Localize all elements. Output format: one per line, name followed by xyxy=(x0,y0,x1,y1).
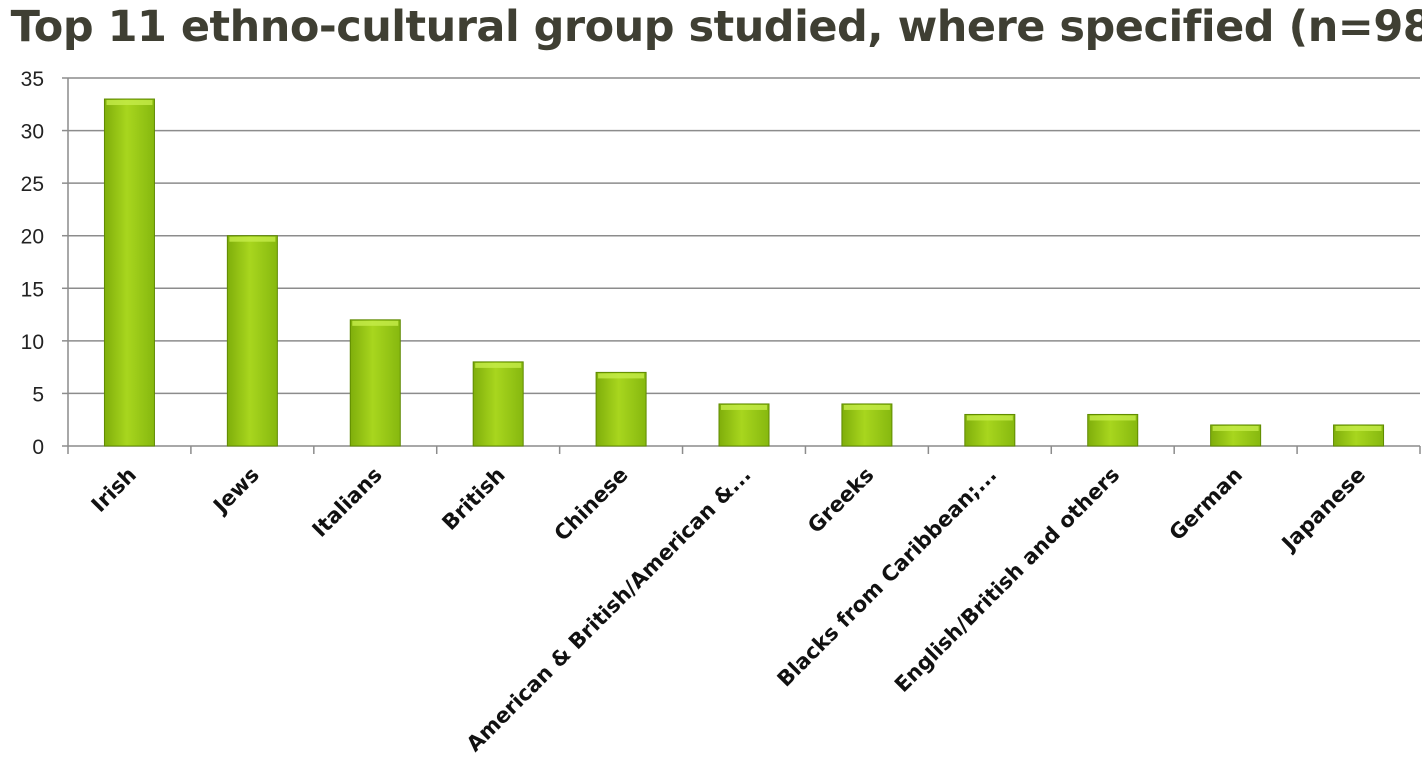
x-category-label: Italians xyxy=(308,463,387,542)
x-category-label: Greeks xyxy=(803,463,878,538)
bars xyxy=(103,98,1385,447)
bar xyxy=(841,403,893,447)
bar-highlight xyxy=(966,415,1013,421)
y-tick-label: 10 xyxy=(21,331,44,354)
x-category-label: German xyxy=(1165,463,1248,546)
bar-highlight xyxy=(106,100,153,106)
bar-body xyxy=(841,403,893,447)
bar xyxy=(718,403,770,447)
x-category-label: Jews xyxy=(207,463,264,520)
bar xyxy=(1210,424,1262,447)
y-tick-label: 20 xyxy=(21,226,44,249)
y-axis-tick-labels: 0 5 10 15 20 25 30 35 xyxy=(21,68,44,459)
y-tick-label: 5 xyxy=(32,383,44,406)
bar-body xyxy=(472,361,524,447)
bar-highlight xyxy=(1335,425,1382,431)
y-tick-label: 15 xyxy=(21,278,44,301)
x-category-label: Blacks from Caribbean;... xyxy=(773,463,1002,692)
y-tick-label: 0 xyxy=(32,436,44,459)
bar-body xyxy=(226,235,278,447)
bar-body xyxy=(595,371,647,447)
x-category-label: English/British and others xyxy=(890,463,1124,697)
bar xyxy=(964,413,1016,447)
bar xyxy=(1333,424,1385,447)
chart-title: Top 11 ethno-cultural group studied, whe… xyxy=(10,2,1422,52)
x-category-label: American & British/American &... xyxy=(462,463,756,757)
x-category-label: Chinese xyxy=(550,463,633,546)
bar-body xyxy=(349,319,401,447)
bar xyxy=(103,98,155,447)
bar xyxy=(349,319,401,447)
x-category-label: Japanese xyxy=(1276,463,1370,557)
bar-highlight xyxy=(598,373,645,379)
bar-highlight xyxy=(352,320,399,326)
bar-highlight xyxy=(475,362,522,368)
bar-highlight xyxy=(843,404,890,410)
x-axis-category-labels: Irish Jews Italians British ChineseAmerican … xyxy=(87,463,1370,757)
bar xyxy=(595,371,647,447)
bar xyxy=(472,361,524,447)
bar xyxy=(226,235,278,447)
bar-highlight xyxy=(721,404,767,410)
x-category-label: Irish xyxy=(87,463,141,517)
bar-body xyxy=(103,98,155,447)
y-tick-label: 30 xyxy=(21,121,44,144)
y-tick-label: 25 xyxy=(21,173,44,196)
bar-highlight xyxy=(1089,415,1136,421)
bar-body xyxy=(718,403,770,447)
x-category-label: British xyxy=(437,463,509,535)
gridlines xyxy=(68,77,1420,395)
bar xyxy=(1087,413,1139,447)
bar-highlight xyxy=(1212,425,1259,431)
bar-highlight xyxy=(229,236,276,242)
y-tick-label: 35 xyxy=(21,68,44,91)
